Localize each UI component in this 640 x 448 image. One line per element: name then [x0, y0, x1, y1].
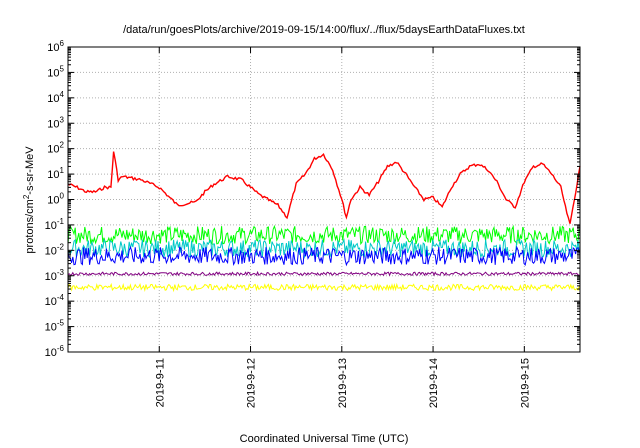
y-axis-ticks: 10-6 10-5 10-4 10-3 10-2 10-1 100 101 102 103 104 1… — [45, 39, 580, 359]
y-tick-label: 10-1 — [45, 217, 65, 232]
series-line-3 — [67, 245, 580, 267]
y-axis-label-sup: 2 — [22, 194, 31, 199]
y-tick-label: 10-6 — [45, 344, 65, 359]
x-tick-label: 2019-9-13 — [337, 358, 349, 408]
x-tick-label: 2019-9-15 — [519, 358, 531, 408]
grid-lines — [68, 47, 580, 352]
y-tick-label: 105 — [47, 64, 64, 79]
y-tick-label: 10-5 — [45, 319, 65, 334]
x-axis-label: Coordinated Universal Time (UTC) — [240, 433, 409, 445]
y-axis-label: protons/cm2-s-sr-MeV — [22, 146, 36, 254]
y-tick-label: 101 — [47, 166, 64, 181]
y-tick-label: 10-3 — [45, 268, 65, 283]
chart-title: /data/run/goesPlots/archive/2019-09-15/1… — [123, 24, 525, 36]
x-tick-label: 2019-9-14 — [428, 358, 440, 408]
y-tick-label: 103 — [47, 115, 64, 130]
y-tick-label: 106 — [47, 39, 64, 54]
series-layer — [67, 151, 581, 293]
y-tick-label: 102 — [47, 141, 64, 156]
series-line-5 — [67, 282, 580, 293]
x-tick-label: 2019-9-12 — [246, 358, 258, 408]
y-tick-label: 100 — [47, 192, 64, 207]
y-axis-label-rest: -s-sr-MeV — [24, 146, 36, 195]
series-line-0 — [67, 151, 581, 224]
x-tick-label: 2019-9-11 — [154, 358, 166, 407]
series-line-4 — [67, 270, 580, 277]
y-axis-label-base: protons/cm — [24, 199, 36, 253]
y-tick-label: 10-2 — [45, 242, 65, 257]
series-line-1 — [67, 224, 580, 246]
x-axis-ticks: 2019-9-11 2019-9-12 2019-9-13 2019-9-14 2019… — [154, 47, 531, 408]
y-tick-label: 104 — [47, 90, 64, 105]
y-tick-label: 10-4 — [45, 293, 65, 308]
